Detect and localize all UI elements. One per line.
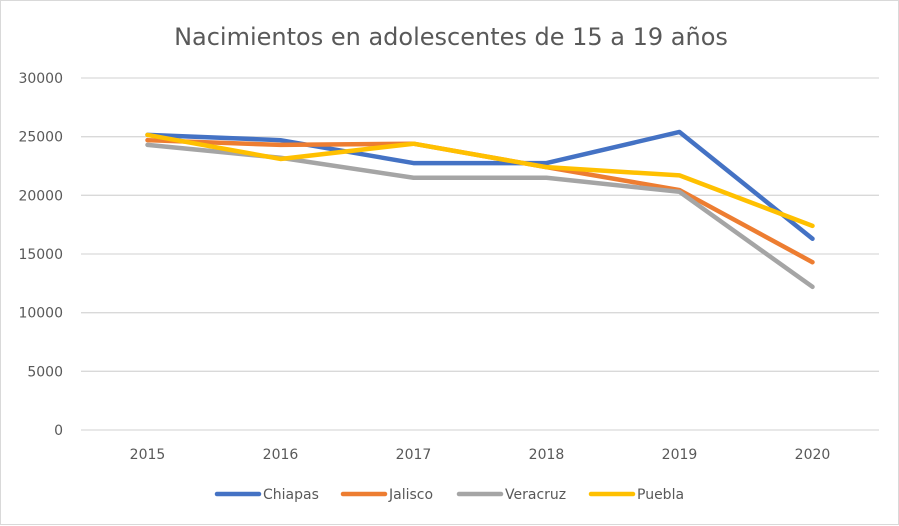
series-line-veracruz [145,142,815,290]
legend-label-chiapas: Chiapas [263,487,319,503]
y-tick-label: 30000 [18,71,63,87]
legend-label-jalisco: Jalisco [388,487,433,503]
y-tick-label: 25000 [18,130,63,146]
x-tick-label: 2015 [130,447,166,463]
y-tick-label: 15000 [18,247,63,263]
x-tick-label: 2020 [795,447,831,463]
y-tick-label: 5000 [27,364,63,380]
x-tick-label: 2016 [263,447,299,463]
y-tick-label: 0 [54,423,63,439]
y-tick-label: 20000 [18,188,63,204]
legend-label-puebla: Puebla [637,487,684,503]
legend-label-veracruz: Veracruz [505,487,566,503]
x-tick-label: 2018 [529,447,565,463]
x-tick-label: 2019 [662,447,698,463]
chart-title: Nacimientos en adolescentes de 15 a 19 a… [174,23,728,51]
series-line-chiapas [145,129,815,241]
series-line-puebla [145,132,815,229]
y-tick-label: 10000 [18,306,63,322]
x-tick-label: 2017 [396,447,432,463]
